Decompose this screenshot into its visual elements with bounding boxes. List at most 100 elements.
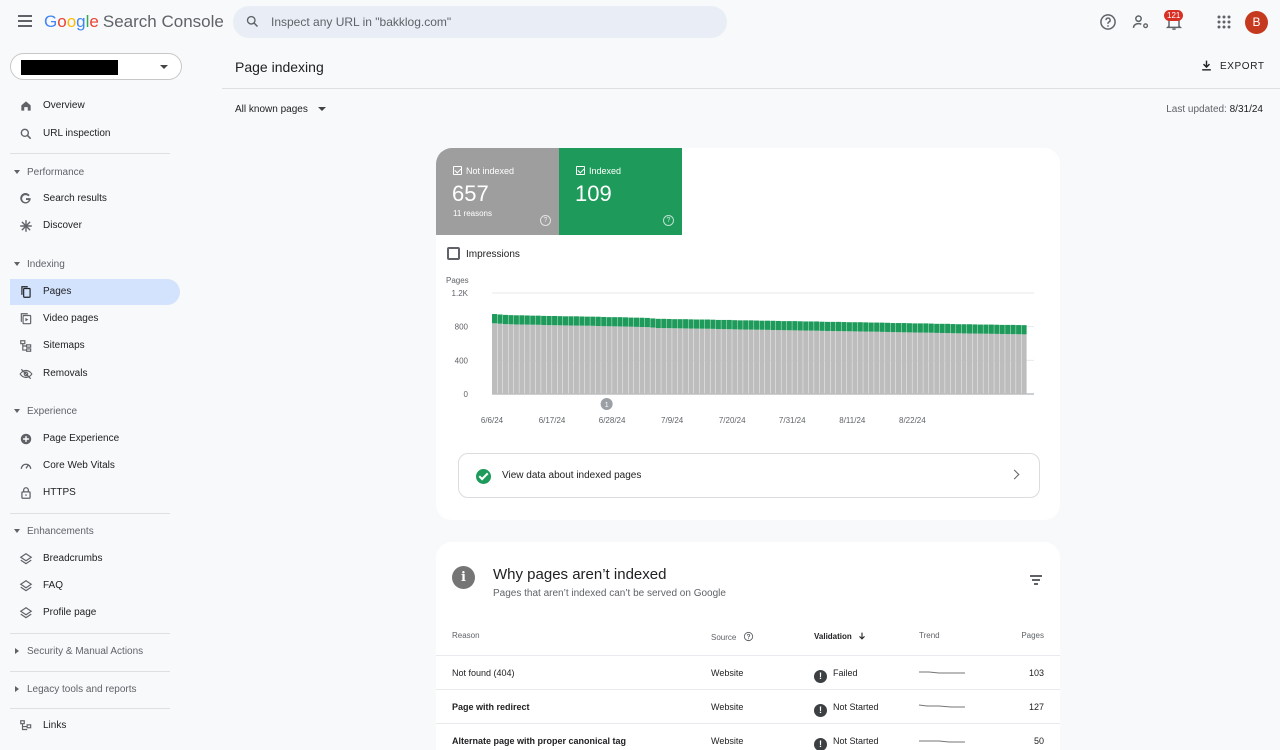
bar-indexed [524, 315, 530, 325]
row-validation: ! Not Started [814, 702, 879, 717]
search-icon [246, 15, 259, 28]
account-avatar[interactable]: B [1245, 11, 1268, 34]
section-label: Experience [27, 406, 78, 417]
sidebar-item-label: Overview [43, 100, 85, 111]
bar-indexed [934, 323, 940, 333]
bar-indexed [983, 324, 989, 334]
table-row[interactable]: Alternate page with proper canonical tag… [436, 723, 1060, 750]
indexed-tile[interactable]: Indexed 109 ? [559, 148, 682, 235]
not-indexed-tile[interactable]: Not indexed 657 11 reasons ? [436, 148, 559, 235]
help-icon[interactable]: ? [663, 215, 674, 226]
bar-not-indexed [644, 327, 650, 394]
bar-not-indexed [901, 332, 907, 394]
collapse-arrow-icon [14, 529, 20, 533]
sidebar-item-breadcrumbs[interactable]: Breadcrumbs [10, 546, 180, 572]
sidebar-section-security[interactable]: Security & Manual Actions [10, 646, 143, 657]
bar-not-indexed [808, 330, 814, 394]
sidebar-item-discover[interactable]: Discover [10, 213, 180, 239]
tile-label: Not indexed [466, 166, 515, 176]
bar-indexed [966, 324, 973, 334]
x-tick-label: 7/20/24 [719, 416, 746, 425]
pages-filter-dropdown[interactable]: All known pages [235, 104, 326, 115]
collapse-arrow-icon [14, 409, 20, 413]
bar-not-indexed [557, 325, 563, 394]
sidebar-item-pages[interactable]: Pages [10, 279, 180, 305]
sidebar-item-core-web-vitals[interactable]: Core Web Vitals [10, 453, 180, 479]
sidebar-section-experience[interactable]: Experience [10, 406, 77, 417]
bar-not-indexed [623, 326, 629, 394]
sidebar-section-performance[interactable]: Performance [10, 167, 84, 178]
property-selector[interactable] [10, 53, 182, 80]
sidebar-item-search-results[interactable]: Search results [10, 186, 180, 212]
column-header-validation[interactable]: Validation [814, 631, 867, 641]
sidebar-item-faq[interactable]: FAQ [10, 573, 180, 599]
bar-indexed [819, 321, 825, 331]
main-menu-button[interactable] [14, 12, 36, 34]
bar-indexed [775, 320, 781, 331]
bar-not-indexed [715, 329, 721, 394]
manage-users-icon[interactable] [1131, 12, 1151, 32]
bar-indexed [950, 324, 956, 334]
bar-not-indexed [852, 331, 858, 394]
bar-not-indexed [934, 332, 940, 394]
sidebar-item-url-inspection[interactable]: URL inspection [10, 121, 180, 147]
sidebar-item-page-experience[interactable]: Page Experience [10, 426, 180, 452]
bar-indexed [683, 319, 689, 329]
bar-not-indexed [541, 324, 547, 394]
sidebar-item-video-pages[interactable]: Video pages [10, 306, 180, 332]
sidebar-item-https[interactable]: HTTPS [10, 480, 180, 506]
y-tick-label: 0 [464, 390, 469, 399]
bar-not-indexed [906, 332, 912, 394]
reasons-card: i Why pages aren’t indexed Pages that ar… [436, 542, 1060, 750]
column-header-pages[interactable]: Pages [1021, 631, 1044, 640]
lock-icon [21, 487, 31, 499]
annotation-label: 1 [605, 402, 609, 409]
bar-indexed [917, 323, 923, 333]
bar-indexed [562, 316, 569, 326]
sidebar-section-enhancements[interactable]: Enhancements [10, 526, 94, 537]
bar-indexed [999, 324, 1005, 334]
sidebar-item-profile-page[interactable]: Profile page [10, 600, 180, 626]
table-row[interactable]: Not found (404) Website ! Failed 103 [436, 655, 1060, 689]
bar-indexed [623, 317, 629, 327]
sidebar-item-sitemaps[interactable]: Sitemaps [10, 333, 180, 359]
filter-label: All known pages [235, 104, 308, 115]
help-icon[interactable]: ? [540, 215, 551, 226]
sidebar-item-label: Core Web Vitals [43, 460, 115, 471]
filter-icon[interactable] [1030, 575, 1042, 587]
app-logo[interactable]: Google Search Console [44, 12, 224, 31]
search-input[interactable] [271, 6, 711, 38]
bar-not-indexed [814, 330, 820, 394]
apps-grid-icon[interactable] [1214, 12, 1234, 32]
bar-not-indexed [688, 328, 694, 394]
sidebar-section-legacy-tools[interactable]: Legacy tools and reports [10, 684, 137, 695]
links-icon [20, 720, 32, 731]
column-header-source[interactable]: Source [711, 631, 754, 642]
bar-indexed [726, 319, 732, 330]
sidebar-divider [10, 513, 170, 514]
sort-down-arrow-icon [859, 632, 865, 640]
bar-not-indexed [502, 324, 508, 394]
impressions-checkbox[interactable]: Impressions [447, 247, 520, 260]
bar-indexed [519, 315, 525, 325]
sidebar-item-label: Search results [43, 193, 107, 204]
table-row[interactable]: Page with redirect Website ! Not Started … [436, 689, 1060, 723]
bar-not-indexed [786, 330, 792, 394]
view-indexed-data-link[interactable]: View data about indexed pages [458, 453, 1040, 498]
sidebar-item-links[interactable]: Links [10, 713, 180, 739]
bar-not-indexed [524, 324, 530, 394]
trend-sparkline [919, 671, 965, 674]
sidebar-item-removals[interactable]: Removals [10, 361, 180, 387]
bar-indexed [770, 320, 776, 331]
sidebar-item-overview[interactable]: Overview [10, 93, 180, 119]
bar-not-indexed [562, 325, 569, 394]
help-icon[interactable] [743, 631, 754, 642]
bar-indexed [612, 317, 618, 327]
bar-not-indexed [890, 332, 896, 394]
bar-indexed [606, 317, 612, 327]
help-icon[interactable] [1098, 12, 1118, 32]
sidebar-section-indexing[interactable]: Indexing [10, 259, 65, 270]
bar-indexed [764, 320, 771, 330]
column-header-reason[interactable]: Reason [452, 631, 480, 640]
url-inspection-search[interactable] [233, 6, 727, 38]
